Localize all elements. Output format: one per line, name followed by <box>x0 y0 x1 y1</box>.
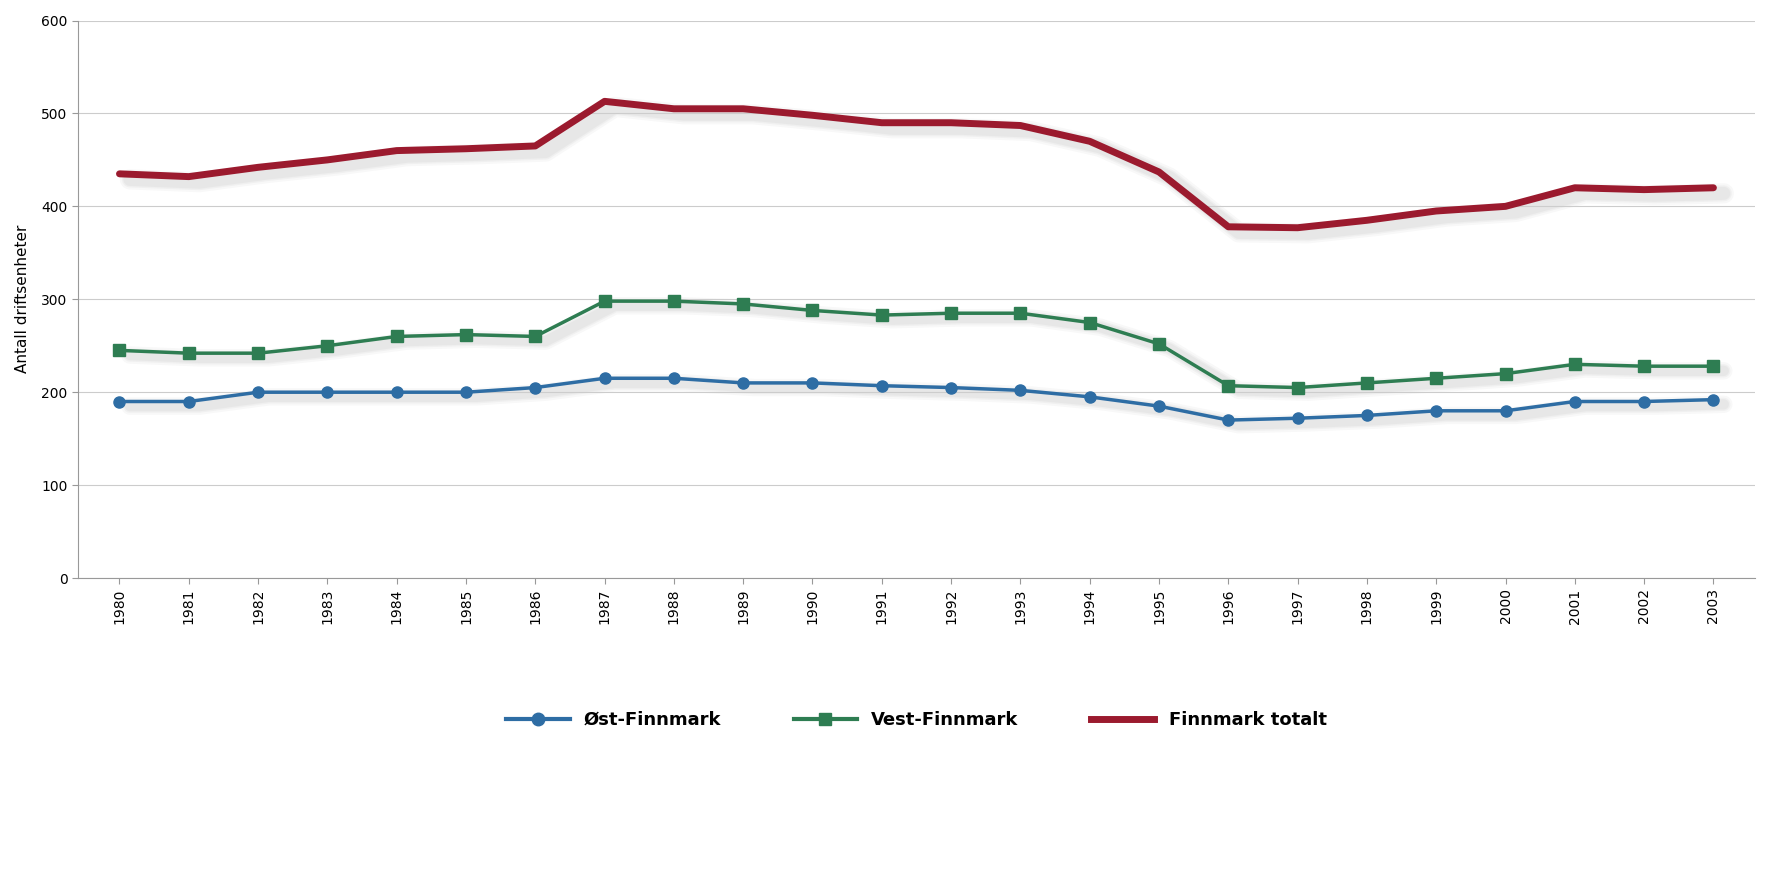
Y-axis label: Antall driftsenheter: Antall driftsenheter <box>14 225 30 374</box>
Legend: Øst-Finnmark, Vest-Finnmark, Finnmark totalt: Øst-Finnmark, Vest-Finnmark, Finnmark to… <box>499 704 1335 736</box>
